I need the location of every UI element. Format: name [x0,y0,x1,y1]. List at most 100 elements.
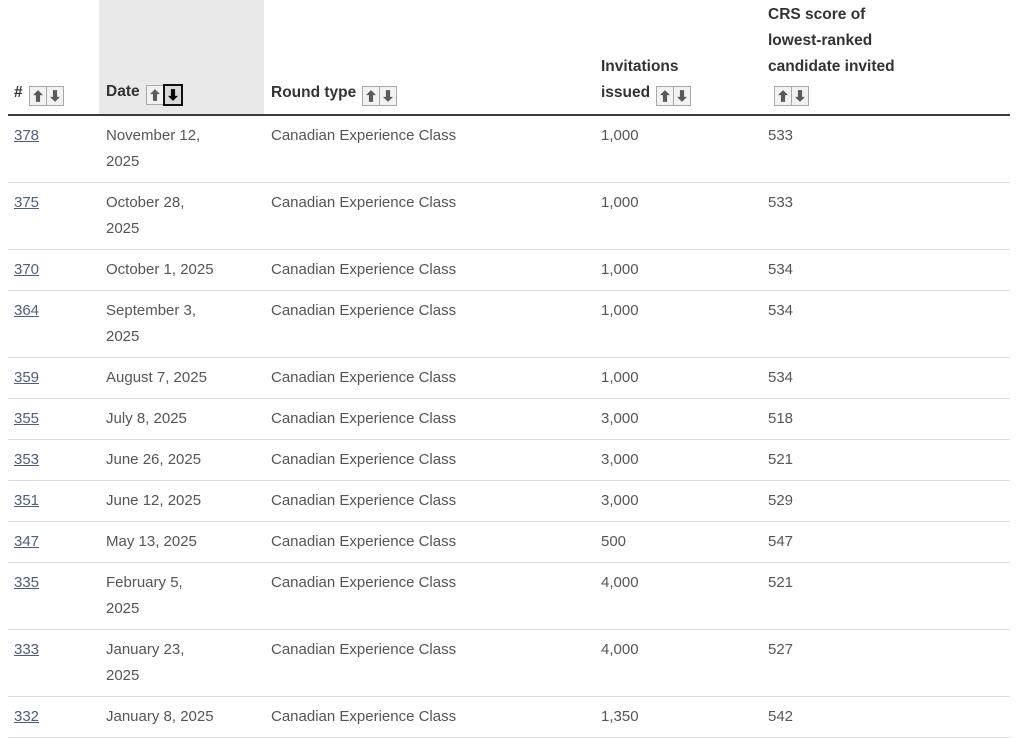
invitations-issued-cell: 1,350 [595,696,760,738]
round-number-link[interactable]: 347 [14,533,40,550]
express-entry-rounds-table: # Date Round type Invitations issued CRS… [8,0,1010,738]
invitations-issued-cell: 3,000 [595,439,760,481]
crs-score-cell: 534 [760,357,1010,399]
invitations-issued-cell: 1,000 [595,249,760,291]
date-cell: October 1, 2025 [99,249,264,291]
column-header-number-label: # [14,84,23,101]
sort-controls-crs [774,86,809,106]
table-row: 355 July 8, 2025 Canadian Experience Cla… [8,398,1010,440]
table-row: 353 June 26, 2025 Canadian Experience Cl… [8,439,1010,481]
round-type-cell: Canadian Experience Class [264,521,595,563]
column-header-date: Date [99,0,264,116]
invitations-issued-cell: 1,000 [595,182,760,250]
crs-score-cell: 527 [760,629,1010,697]
crs-score-cell: 534 [760,290,1010,358]
sort-ascending-button[interactable] [145,85,164,105]
invitations-issued-cell: 1,000 [595,290,760,358]
column-header-round-type-label: Round type [271,84,357,101]
header-row: # Date Round type Invitations issued CRS… [8,0,1010,116]
sort-descending-button[interactable] [791,86,809,106]
table-row: 351 June 12, 2025 Canadian Experience Cl… [8,480,1010,522]
table-row: 359 August 7, 2025 Canadian Experience C… [8,357,1010,399]
sort-ascending-button[interactable] [362,86,381,106]
crs-score-cell: 533 [760,182,1010,250]
round-type-cell: Canadian Experience Class [264,439,595,481]
date-cell: July 8, 2025 [99,398,264,440]
column-header-crs-score-label: CRS score of lowest-ranked candidate inv… [768,6,895,75]
sort-descending-button[interactable] [379,86,398,106]
round-number-link[interactable]: 351 [14,492,40,509]
date-cell: January 23, 2025 [99,629,264,697]
sort-controls-invitations [656,86,692,106]
up-arrow-icon [366,90,377,102]
sort-descending-button[interactable] [45,86,64,106]
sort-ascending-button[interactable] [656,86,675,106]
invitations-issued-cell: 500 [595,521,760,563]
round-number-link[interactable]: 359 [14,369,40,386]
round-type-cell: Canadian Experience Class [264,629,595,697]
down-arrow-icon [49,90,60,102]
round-number-link[interactable]: 353 [14,451,40,468]
up-arrow-icon [149,89,160,101]
invitations-issued-cell: 3,000 [595,480,760,522]
round-number-link[interactable]: 370 [14,261,40,278]
invitations-issued-cell: 4,000 [595,629,760,697]
up-arrow-icon [778,90,788,102]
sort-controls-date [145,84,183,106]
crs-score-cell: 521 [760,439,1010,481]
round-type-cell: Canadian Experience Class [264,290,595,358]
crs-score-cell: 529 [760,480,1010,522]
date-cell: January 8, 2025 [99,696,264,738]
table-row: 364 September 3, 2025 Canadian Experienc… [8,290,1010,358]
down-arrow-icon [167,89,178,101]
round-type-cell: Canadian Experience Class [264,398,595,440]
round-number-link[interactable]: 375 [14,194,40,211]
date-cell: September 3, 2025 [99,290,264,358]
round-type-cell: Canadian Experience Class [264,182,595,250]
sort-descending-button[interactable] [673,86,692,106]
table-row: 375 October 28, 2025 Canadian Experience… [8,182,1010,250]
round-number-link[interactable]: 333 [14,641,40,658]
round-type-cell: Canadian Experience Class [264,249,595,291]
round-number-link[interactable]: 364 [14,302,40,319]
table-row: 370 October 1, 2025 Canadian Experience … [8,249,1010,291]
date-cell: February 5, 2025 [99,562,264,630]
invitations-issued-cell: 1,000 [595,115,760,183]
up-arrow-icon [32,90,43,102]
up-arrow-icon [660,90,671,102]
sort-controls-number [28,86,64,106]
table-row: 332 January 8, 2025 Canadian Experience … [8,696,1010,738]
sort-descending-button-active[interactable] [162,84,183,106]
round-number-link[interactable]: 378 [14,127,40,144]
round-number-link[interactable]: 332 [14,708,40,725]
date-cell: June 12, 2025 [99,480,264,522]
round-type-cell: Canadian Experience Class [264,357,595,399]
invitations-issued-cell: 4,000 [595,562,760,630]
sort-ascending-button[interactable] [774,86,792,106]
table-row: 378 November 12, 2025 Canadian Experienc… [8,115,1010,183]
date-cell: August 7, 2025 [99,357,264,399]
down-arrow-icon [795,90,805,102]
sort-ascending-button[interactable] [28,86,47,106]
invitations-issued-cell: 3,000 [595,398,760,440]
date-cell: November 12, 2025 [99,115,264,183]
down-arrow-icon [383,90,394,102]
sort-controls-round-type [362,86,398,106]
round-type-cell: Canadian Experience Class [264,696,595,738]
date-cell: May 13, 2025 [99,521,264,563]
column-header-round-type: Round type [264,0,595,116]
round-type-cell: Canadian Experience Class [264,480,595,522]
down-arrow-icon [677,90,688,102]
round-type-cell: Canadian Experience Class [264,562,595,630]
date-cell: June 26, 2025 [99,439,264,481]
date-cell: October 28, 2025 [99,182,264,250]
column-header-number: # [8,0,99,116]
crs-score-cell: 534 [760,249,1010,291]
crs-score-cell: 547 [760,521,1010,563]
crs-score-cell: 533 [760,115,1010,183]
round-number-link[interactable]: 335 [14,574,40,591]
crs-score-cell: 521 [760,562,1010,630]
round-type-cell: Canadian Experience Class [264,115,595,183]
round-number-link[interactable]: 355 [14,410,40,427]
table-row: 333 January 23, 2025 Canadian Experience… [8,629,1010,697]
